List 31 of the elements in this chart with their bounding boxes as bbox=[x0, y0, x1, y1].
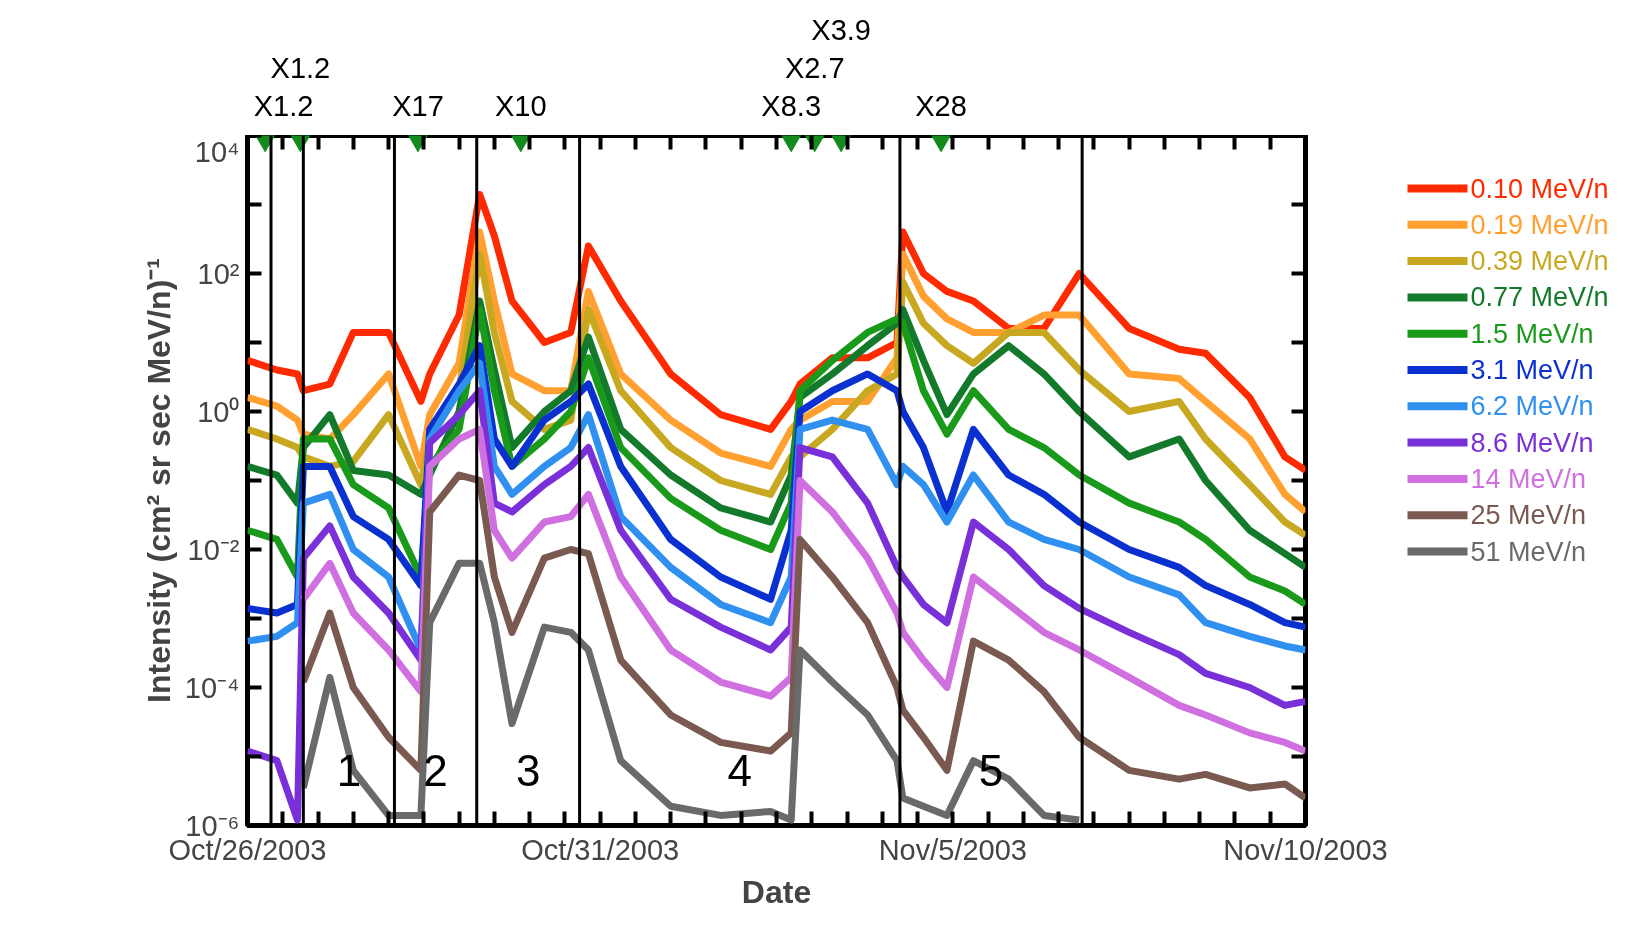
data-label: X1.2 bbox=[253, 89, 314, 122]
data-label: X28 bbox=[915, 89, 967, 122]
data-label: X1.2 bbox=[270, 51, 331, 84]
legend-label: 0.77 MeV/n bbox=[1470, 282, 1609, 313]
y-tick-label: 10⁰ bbox=[197, 395, 240, 428]
legend-label: 0.10 MeV/n bbox=[1470, 173, 1609, 204]
legend-label: 6.2 MeV/n bbox=[1470, 391, 1594, 422]
legend-label: 51 MeV/n bbox=[1470, 536, 1587, 567]
annotation: 4 bbox=[727, 745, 753, 795]
legend-label: 3.1 MeV/n bbox=[1470, 355, 1594, 385]
x-tick-label: Nov/5/2003 bbox=[878, 833, 1027, 866]
data-label: X3.9 bbox=[811, 13, 871, 46]
y-tick-label: 10⁴ bbox=[194, 135, 240, 168]
y-tick-label: 10² bbox=[197, 257, 240, 290]
y-tick-label: 10⁻² bbox=[187, 533, 240, 566]
data-label: X17 bbox=[392, 89, 444, 122]
x-axis-title: Date bbox=[741, 873, 812, 910]
x-tick-label: Nov/10/2003 bbox=[1223, 833, 1388, 866]
data-label: X8.3 bbox=[761, 89, 822, 122]
y-tick-label: 10⁻⁴ bbox=[184, 671, 240, 704]
legend-label: 8.6 MeV/n bbox=[1470, 427, 1594, 458]
legend-label: 0.39 MeV/n bbox=[1470, 246, 1609, 277]
legend-label: 0.19 MeV/n bbox=[1470, 209, 1609, 240]
data-label: X10 bbox=[495, 89, 547, 122]
x-tick-label: Oct/31/2003 bbox=[521, 833, 680, 866]
legend-label: 1.5 MeV/n bbox=[1470, 318, 1594, 349]
legend-label: 25 MeV/n bbox=[1470, 500, 1587, 531]
data-label: X2.7 bbox=[784, 51, 845, 84]
annotation: 3 bbox=[515, 745, 541, 795]
legend-label: 14 MeV/n bbox=[1470, 463, 1587, 494]
y-axis-title: Intensity (cm² sr sec MeV/n)⁻¹ bbox=[140, 258, 177, 703]
